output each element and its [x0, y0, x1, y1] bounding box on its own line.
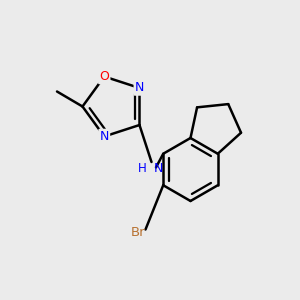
Text: Br: Br	[131, 226, 145, 239]
Text: N: N	[100, 130, 109, 143]
Text: O: O	[99, 70, 109, 83]
Text: N: N	[135, 82, 144, 94]
Text: N: N	[154, 161, 163, 175]
Text: H: H	[138, 161, 147, 175]
